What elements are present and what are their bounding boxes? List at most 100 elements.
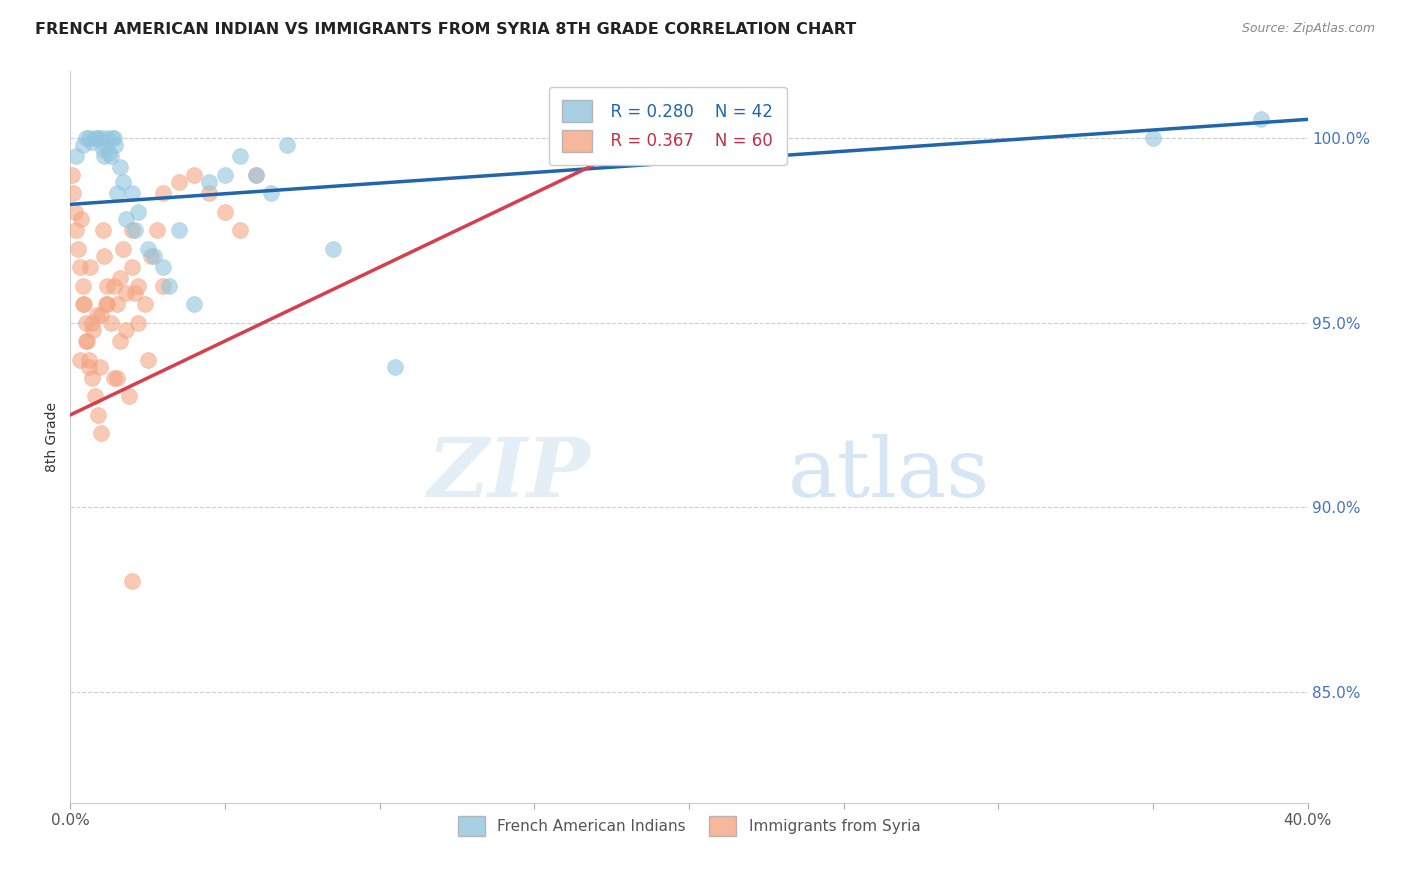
Point (84, 389, 107, 403)
Point (91, 223, 114, 237)
Point (245, 168, 267, 182)
Point (79, 260, 101, 274)
Point (105, 186, 128, 201)
Point (139, 249, 162, 263)
Point (103, 371, 125, 385)
Point (142, 249, 165, 263)
Point (121, 186, 143, 201)
Text: atlas: atlas (787, 434, 990, 514)
Point (69, 352, 91, 367)
Point (96, 131, 118, 145)
Point (127, 204, 149, 219)
Point (152, 186, 174, 201)
Point (136, 242, 159, 256)
Point (77, 131, 100, 145)
Point (124, 285, 146, 300)
Point (62, 186, 84, 201)
Point (322, 242, 344, 256)
Point (84, 131, 107, 145)
Point (75, 131, 97, 145)
Point (73, 297, 96, 311)
Point (70, 212, 93, 227)
Point (90, 308, 112, 322)
Point (198, 186, 221, 201)
Point (183, 168, 205, 182)
Point (121, 574, 143, 589)
Point (146, 223, 169, 237)
Point (80, 316, 103, 330)
Point (75, 334, 97, 348)
Point (152, 260, 174, 274)
Point (152, 278, 174, 293)
Point (384, 359, 406, 374)
Point (80, 135, 103, 149)
Point (183, 297, 205, 311)
Point (157, 278, 180, 293)
Point (108, 271, 131, 285)
Point (93, 249, 115, 263)
Point (60, 168, 83, 182)
Point (740, 131, 762, 145)
Point (77, 359, 100, 374)
Point (167, 175, 190, 189)
Point (69, 260, 91, 274)
Point (121, 223, 143, 237)
Point (111, 175, 134, 189)
Point (65, 223, 87, 237)
Point (1142, 131, 1164, 145)
Point (98, 145, 120, 160)
Point (75, 316, 97, 330)
Point (82, 323, 105, 337)
Point (134, 297, 156, 311)
Point (108, 161, 131, 175)
Point (76, 334, 98, 348)
Point (136, 352, 159, 367)
Point (214, 204, 236, 219)
Point (105, 297, 128, 311)
Point (101, 131, 124, 145)
Point (89, 359, 111, 374)
Point (103, 278, 125, 293)
Point (90, 426, 112, 441)
Point (94, 297, 117, 311)
Point (276, 138, 298, 153)
Point (86, 308, 108, 322)
Point (91, 142, 114, 156)
Point (167, 223, 190, 237)
Point (96, 297, 118, 311)
Point (67, 242, 90, 256)
Point (87, 131, 110, 145)
Point (229, 149, 252, 163)
Point (127, 278, 149, 293)
Point (115, 212, 138, 227)
Point (245, 168, 267, 182)
Point (229, 223, 252, 237)
Text: ZIP: ZIP (427, 434, 591, 514)
Point (96, 278, 118, 293)
Text: FRENCH AMERICAN INDIAN VS IMMIGRANTS FROM SYRIA 8TH GRADE CORRELATION CHART: FRENCH AMERICAN INDIAN VS IMMIGRANTS FRO… (35, 22, 856, 37)
Point (124, 223, 146, 237)
Y-axis label: 8th Grade: 8th Grade (45, 402, 59, 472)
Point (100, 149, 122, 163)
Point (72, 297, 94, 311)
Point (80, 371, 103, 385)
Point (72, 278, 94, 293)
Point (94, 138, 117, 153)
Point (105, 371, 128, 385)
Point (108, 334, 131, 348)
Point (198, 175, 221, 189)
Point (100, 316, 122, 330)
Point (115, 285, 138, 300)
Text: Source: ZipAtlas.com: Source: ZipAtlas.com (1241, 22, 1375, 36)
Point (214, 168, 236, 182)
Point (1250, 112, 1272, 127)
Point (72, 138, 94, 153)
Point (104, 138, 127, 153)
Point (90, 131, 112, 145)
Point (111, 242, 134, 256)
Point (77, 352, 100, 367)
Point (127, 316, 149, 330)
Point (65, 149, 87, 163)
Legend: French American Indians, Immigrants from Syria: French American Indians, Immigrants from… (447, 805, 931, 847)
Point (63, 204, 86, 219)
